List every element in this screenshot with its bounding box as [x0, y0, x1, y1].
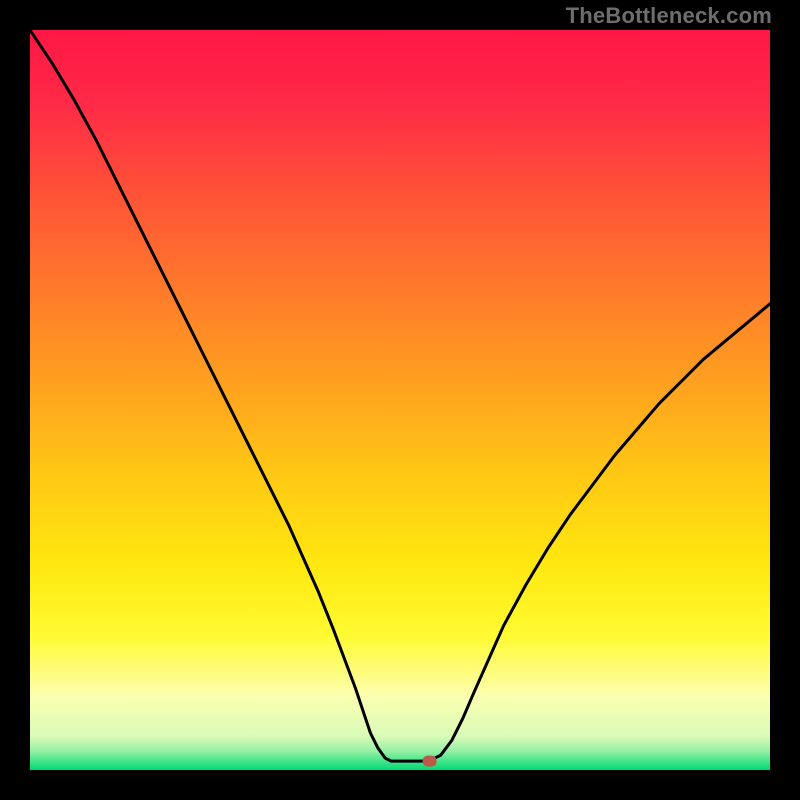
watermark-text: TheBottleneck.com: [566, 3, 772, 29]
plot-area: [30, 30, 770, 770]
chart-frame: TheBottleneck.com: [0, 0, 800, 800]
chart-svg: [30, 30, 770, 770]
optimum-marker: [423, 756, 437, 767]
gradient-background: [30, 30, 770, 770]
